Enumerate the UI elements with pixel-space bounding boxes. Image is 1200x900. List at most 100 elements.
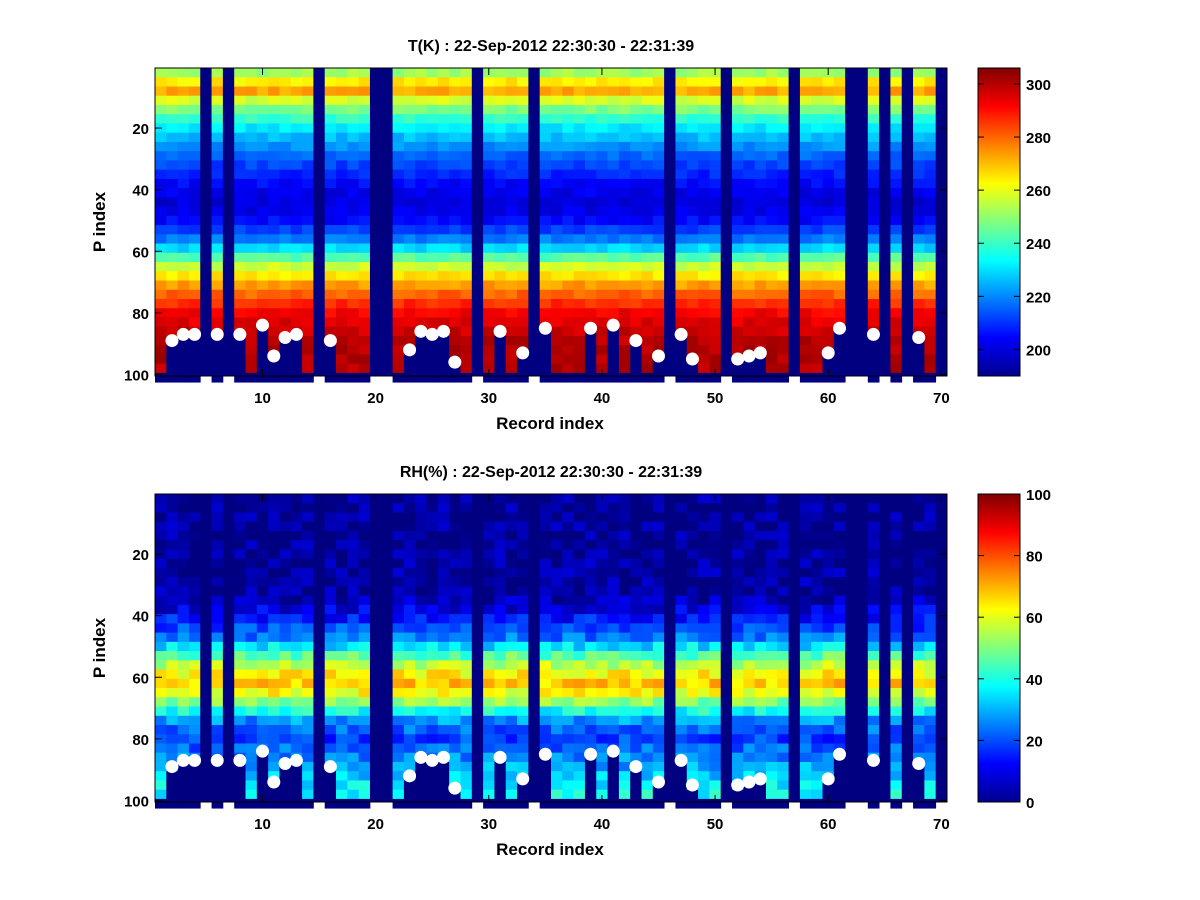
humidity-cell [460,540,473,550]
temperature-cell [709,354,722,365]
temperature-cell [562,345,575,355]
humidity-cell [302,752,314,763]
temperature-cell [709,114,722,124]
humidity-cell [505,697,518,707]
temperature-x-ticks: 10 20 30 40 50 60 70 [254,68,950,407]
humidity-cell [562,761,575,772]
humidity-cell [754,623,767,633]
humidity-cell [426,512,439,523]
humidity-cell [517,586,529,597]
temperature-cell [777,234,789,244]
humidity-cell [822,669,835,680]
humidity-cell [483,512,495,523]
humidity-cell [302,521,314,532]
humidity-cell [347,771,360,781]
humidity-cell [811,651,823,661]
humidity-cell [517,614,529,624]
humidity-cell [494,669,507,680]
temperature-cell [392,178,405,189]
temperature-cell [539,123,552,134]
temperature-cell [562,271,575,281]
temperature-cell [505,215,518,226]
humidity-cell [584,503,597,513]
temperature-cell [686,206,699,217]
humidity-cell [290,623,303,633]
temperature-cell [437,86,450,97]
temperature-cell [268,77,280,87]
humidity-cell [618,789,631,800]
humidity-cell [765,697,778,707]
humidity-cell [777,604,789,615]
temperature-cell [913,317,925,328]
humidity-cell [754,586,767,597]
humidity-cell [483,521,495,532]
humidity-x-tick-label: 40 [594,816,611,833]
temperature-cell [924,95,937,106]
humidity-cell [573,651,586,661]
humidity-cell [709,558,722,569]
temperature-cell [211,160,224,171]
temperature-cell [573,169,586,180]
temperature-cell [211,243,224,254]
humidity-cell [618,697,631,707]
temperature-cell [799,335,812,346]
temperature-cell [573,335,586,346]
temperature-cell [290,252,303,263]
temperature-cell [426,141,439,152]
temperature-cell [166,114,179,124]
temperature-cell [211,215,224,226]
temperature-cell [256,299,269,309]
humidity-cell [765,614,778,624]
humidity-cell [732,651,744,661]
temperature-cell [188,215,201,226]
humidity-cell [698,503,710,513]
humidity-cell [686,632,699,643]
humidity-cell [822,715,835,726]
temperature-cell [415,104,427,115]
humidity-cell [245,604,258,615]
humidity-cell [505,641,518,652]
temperature-cell [754,262,767,272]
temperature-cell [517,308,529,318]
humidity-cell [732,567,744,578]
temperature-cell [268,104,280,115]
temperature-cell [551,326,563,337]
temperature-cell [924,123,937,134]
temperature-cell [584,289,597,300]
temperature-cell [505,372,518,383]
humidity-cell [698,789,710,800]
humidity-cell [256,697,269,707]
humidity-cell [403,577,416,587]
humidity-cell [324,660,337,670]
humidity-cell [698,549,710,560]
humidity-cell [268,595,280,606]
temperature-cell [913,188,925,198]
temperature-cell [732,151,744,161]
temperature-cell [403,252,416,263]
temperature-cell [924,68,937,78]
temperature-cell [403,308,416,318]
temperature-cell [777,372,789,383]
humidity-cell [811,604,823,615]
humidity-cell [336,725,348,735]
temperature-cell [573,188,586,198]
humidity-cell [573,540,586,550]
humidity-cell [584,540,597,550]
temperature-cell [155,169,167,180]
temperature-marker-point [821,346,835,360]
humidity-cell [811,540,823,550]
humidity-cell [573,743,586,754]
temperature-cell [392,95,405,106]
humidity-cell [811,530,823,541]
humidity-cell [177,503,190,513]
temperature-cell [177,234,190,244]
humidity-cell [811,725,823,735]
humidity-cell [584,494,597,504]
temperature-cell [302,262,314,272]
temperature-cell [392,169,405,180]
temperature-cell [833,169,846,180]
temperature-cell [415,178,427,189]
temperature-cell [494,243,507,254]
humidity-cell [188,586,201,597]
